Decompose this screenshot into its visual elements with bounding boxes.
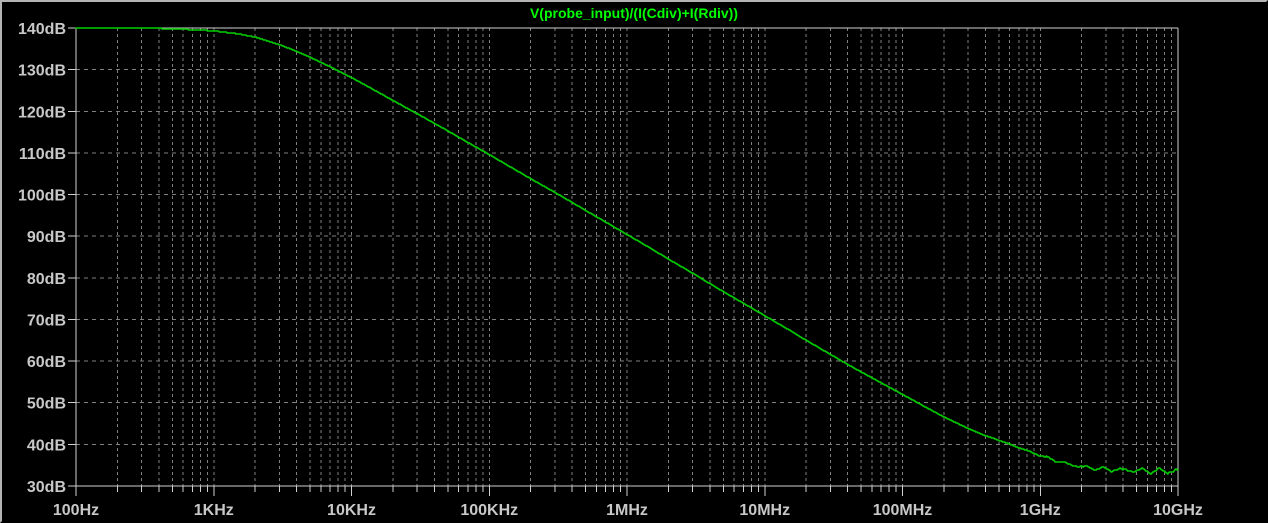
y-axis-tick-label: 70dB (27, 312, 66, 329)
x-axis-tick-label: 1GHz (1020, 502, 1061, 519)
y-axis-tick-label: 110dB (19, 146, 66, 163)
y-axis-tick-label: 30dB (27, 479, 66, 496)
x-axis-tick-label: 1MHz (606, 502, 648, 519)
y-axis-tick-label: 120dB (18, 104, 66, 121)
x-axis-tick-label: 10KHz (327, 502, 376, 519)
y-axis-tick-label: 40dB (27, 437, 66, 454)
y-axis-tick-label: 100dB (18, 188, 66, 205)
y-axis-tick-label: 90dB (27, 229, 66, 246)
y-axis-tick-label: 130dB (18, 63, 66, 80)
y-axis-tick-label: 140dB (18, 21, 66, 38)
page-title: V(probe_input)/(I(Cdiv)+I(Rdiv)) (529, 5, 739, 21)
y-axis-tick-label: 80dB (27, 271, 66, 288)
x-axis-tick-label: 1KHz (194, 502, 234, 519)
y-axis-tick-label: 60dB (27, 354, 66, 371)
trace-line[interactable] (75, 27, 1179, 475)
x-axis-tick-label: 100Hz (53, 502, 99, 519)
y-axis-tick-label: 50dB (27, 396, 66, 413)
x-axis-tick-label: 100MHz (873, 502, 933, 519)
x-axis-tick-label: 100KHz (460, 502, 518, 519)
x-axis-tick-label: 10GHz (1153, 502, 1203, 519)
x-axis-tick-label: 10MHz (739, 502, 790, 519)
